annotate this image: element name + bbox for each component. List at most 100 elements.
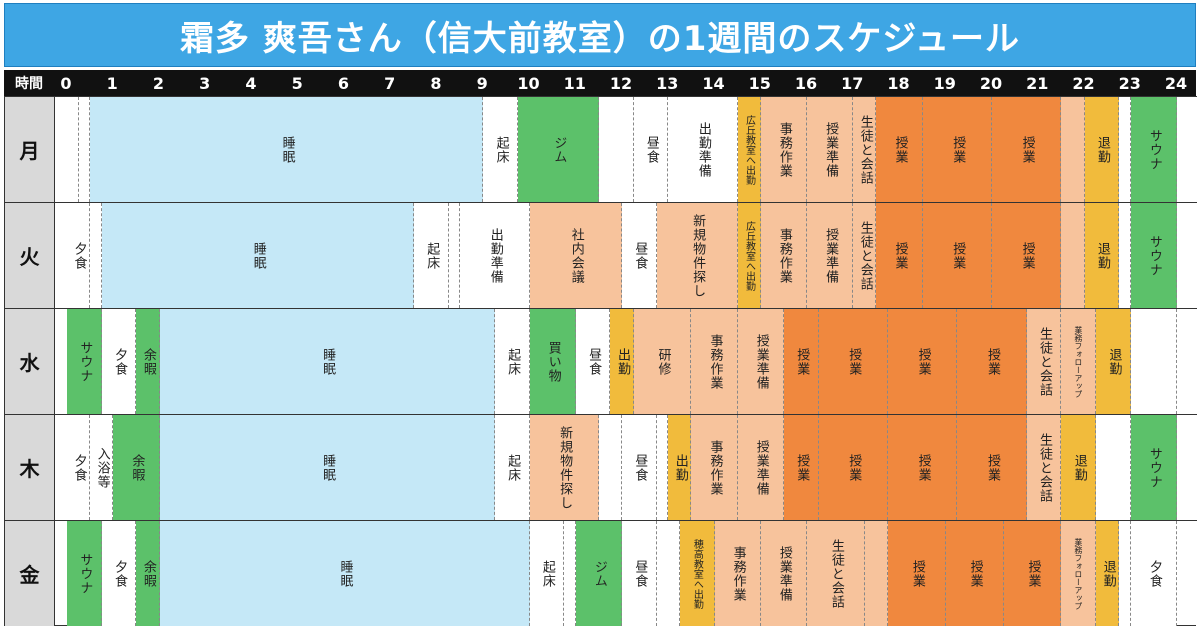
schedule-block: 事務作業 bbox=[714, 521, 761, 626]
hour-tick: 22 bbox=[1072, 73, 1095, 93]
hour-tick: 0 bbox=[60, 73, 72, 93]
schedule-block-label: 事務作業 bbox=[776, 121, 792, 178]
schedule-block: サウナ bbox=[1130, 203, 1177, 308]
schedule-block bbox=[78, 97, 91, 202]
schedule-block: 昼食 bbox=[622, 415, 657, 520]
schedule-block: サウナ bbox=[67, 309, 102, 414]
schedule-block-label: 新規物件探し bbox=[690, 213, 706, 298]
schedule-block: 新規物件探し bbox=[656, 203, 738, 308]
schedule-block-label: 退勤 bbox=[1071, 453, 1087, 482]
schedule-block-label: 授業 bbox=[794, 453, 810, 482]
schedule-block-label: 授業 bbox=[846, 347, 862, 376]
hour-tick: 18 bbox=[887, 73, 910, 93]
schedule-block-label: 睡眠 bbox=[320, 453, 336, 482]
schedule-block-label: 退勤 bbox=[1094, 241, 1110, 270]
schedule-block-label: 授業 bbox=[915, 347, 931, 376]
schedule-block: 出勤 bbox=[610, 309, 634, 414]
schedule-block-label: 夕食 bbox=[112, 559, 127, 588]
schedule-block-label: 広丘教室へ出勤 bbox=[743, 220, 755, 291]
schedule-block-label: 睡眠 bbox=[250, 241, 266, 270]
hour-tick: 2 bbox=[152, 73, 165, 93]
schedule-block: 事務作業 bbox=[760, 97, 807, 202]
schedule-block-label: サウナ bbox=[1146, 446, 1162, 489]
day-row: 水 サウナ 夕食 余暇 睡眠 起床 買い物 昼食 出勤 研修 事務作業 授業準備 授業 授業 授業 授業 生徒と… bbox=[5, 308, 1197, 414]
schedule-block: 睡眠 bbox=[159, 309, 495, 414]
hour-tick: 4 bbox=[245, 73, 257, 93]
schedule-block bbox=[67, 97, 79, 202]
schedule-block: 社内会議 bbox=[529, 203, 622, 308]
schedule-block-label: 睡眠 bbox=[337, 559, 353, 588]
schedule-block: 出勤準備 bbox=[460, 203, 530, 308]
time-header-label: 時間 bbox=[15, 76, 43, 92]
schedule-block: 退勤 bbox=[1084, 97, 1120, 202]
hour-tick: 10 bbox=[517, 73, 540, 93]
schedule-block: 退勤 bbox=[1096, 309, 1131, 414]
schedule-block: 広丘教室へ出勤 bbox=[737, 203, 761, 308]
schedule-block-label: 穂高教室へ出勤 bbox=[691, 538, 703, 609]
hour-tick: 17 bbox=[841, 73, 864, 93]
schedule-grid: 月睡眠 起床 ジム 昼食 出勤準備 広丘教室へ出勤 事務作業 授業準備 生徒と会話 授業 授業 授業退… bbox=[4, 96, 1197, 626]
hour-tick: 15 bbox=[748, 73, 771, 93]
schedule-block-label: 昼食 bbox=[632, 453, 648, 482]
schedule-block bbox=[1096, 415, 1131, 520]
schedule-block: 昼食 bbox=[622, 203, 657, 308]
schedule-block: 授業 bbox=[876, 97, 923, 202]
schedule-block: 広丘教室へ出勤 bbox=[737, 97, 761, 202]
schedule-block: 退勤 bbox=[1061, 415, 1097, 520]
schedule-block: 出勤準備 bbox=[668, 97, 738, 202]
schedule-block: 授業 bbox=[957, 309, 1027, 414]
schedule-block: ジム bbox=[575, 521, 622, 626]
hour-tick: 12 bbox=[609, 73, 633, 93]
hour-tick: 9 bbox=[476, 73, 488, 93]
schedule-block-label: 睡眠 bbox=[279, 135, 295, 164]
schedule-block-label: 生徒と会話 bbox=[1037, 432, 1052, 503]
schedule-block: 授業 bbox=[922, 203, 992, 308]
schedule-block: 授業 bbox=[992, 97, 1062, 202]
schedule-block-label: 起床 bbox=[493, 135, 509, 164]
schedule-block-label: 研修 bbox=[655, 347, 671, 376]
schedule-block bbox=[656, 521, 680, 626]
schedule-block-label: 余暇 bbox=[140, 347, 156, 376]
schedule-block: 睡眠 bbox=[159, 521, 530, 626]
schedule-block: 起床 bbox=[413, 203, 449, 308]
schedule-block-label: 授業 bbox=[794, 347, 810, 376]
schedule-block: 夕食 bbox=[101, 521, 137, 626]
hour-tick: 14 bbox=[702, 73, 725, 93]
schedule-block-label: 授業 bbox=[984, 347, 1000, 376]
day-row: 木夕食 入浴等 余暇 睡眠 起床 新規物件探し 昼食 出勤 事務作業 授業準備 授業 授業 授業 授業 生徒… bbox=[5, 414, 1197, 520]
hour-tick: 21 bbox=[1026, 73, 1049, 93]
hour-tick: 5 bbox=[291, 73, 303, 93]
schedule-block: 穂高教室へ出勤 bbox=[679, 521, 715, 626]
hour-tick: 20 bbox=[979, 73, 1003, 93]
schedule-block bbox=[598, 97, 634, 202]
hour-tick: 7 bbox=[384, 73, 396, 93]
schedule-block: 授業 bbox=[992, 203, 1062, 308]
hour-tick: 1 bbox=[106, 73, 118, 93]
schedule-block-label: 夕食 bbox=[71, 241, 87, 270]
schedule-block: サウナ bbox=[1130, 97, 1177, 202]
schedule-block: 余暇 bbox=[113, 415, 160, 520]
schedule-block-label: 事務作業 bbox=[707, 439, 723, 496]
schedule-block: 事務作業 bbox=[760, 203, 807, 308]
schedule-block-label: 生徒と会話 bbox=[857, 114, 873, 185]
schedule-block-label: 授業 bbox=[1025, 559, 1041, 588]
schedule-block-label: ジム bbox=[551, 135, 567, 164]
schedule-block-label: サウナ bbox=[77, 552, 93, 595]
hour-tick: 16 bbox=[794, 73, 818, 93]
day-row: 火夕食 睡眠 起床 出勤準備 社内会議 昼食 新規物件探し 広丘教室へ出勤 事務作業 授業準備 生徒… bbox=[5, 202, 1197, 308]
schedule-block: 夕食 bbox=[1130, 521, 1177, 626]
schedule-block: 業務フォローアップ bbox=[1061, 309, 1097, 414]
day-label: 水 bbox=[5, 309, 55, 414]
schedule-block: 買い物 bbox=[529, 309, 576, 414]
schedule-block-label: サウナ bbox=[77, 340, 93, 383]
schedule-block bbox=[1119, 521, 1131, 626]
hour-tick: 11 bbox=[563, 73, 586, 93]
schedule-block-label: 出勤 bbox=[672, 453, 688, 482]
schedule-block bbox=[564, 521, 576, 626]
schedule-block-label: 広丘教室へ出勤 bbox=[743, 114, 755, 185]
schedule-block: 余暇 bbox=[136, 521, 160, 626]
schedule-block: 生徒と会話 bbox=[853, 97, 877, 202]
schedule-block: 授業 bbox=[876, 203, 923, 308]
schedule-block-label: 買い物 bbox=[545, 340, 561, 383]
schedule-block: 生徒と会話 bbox=[807, 521, 865, 626]
